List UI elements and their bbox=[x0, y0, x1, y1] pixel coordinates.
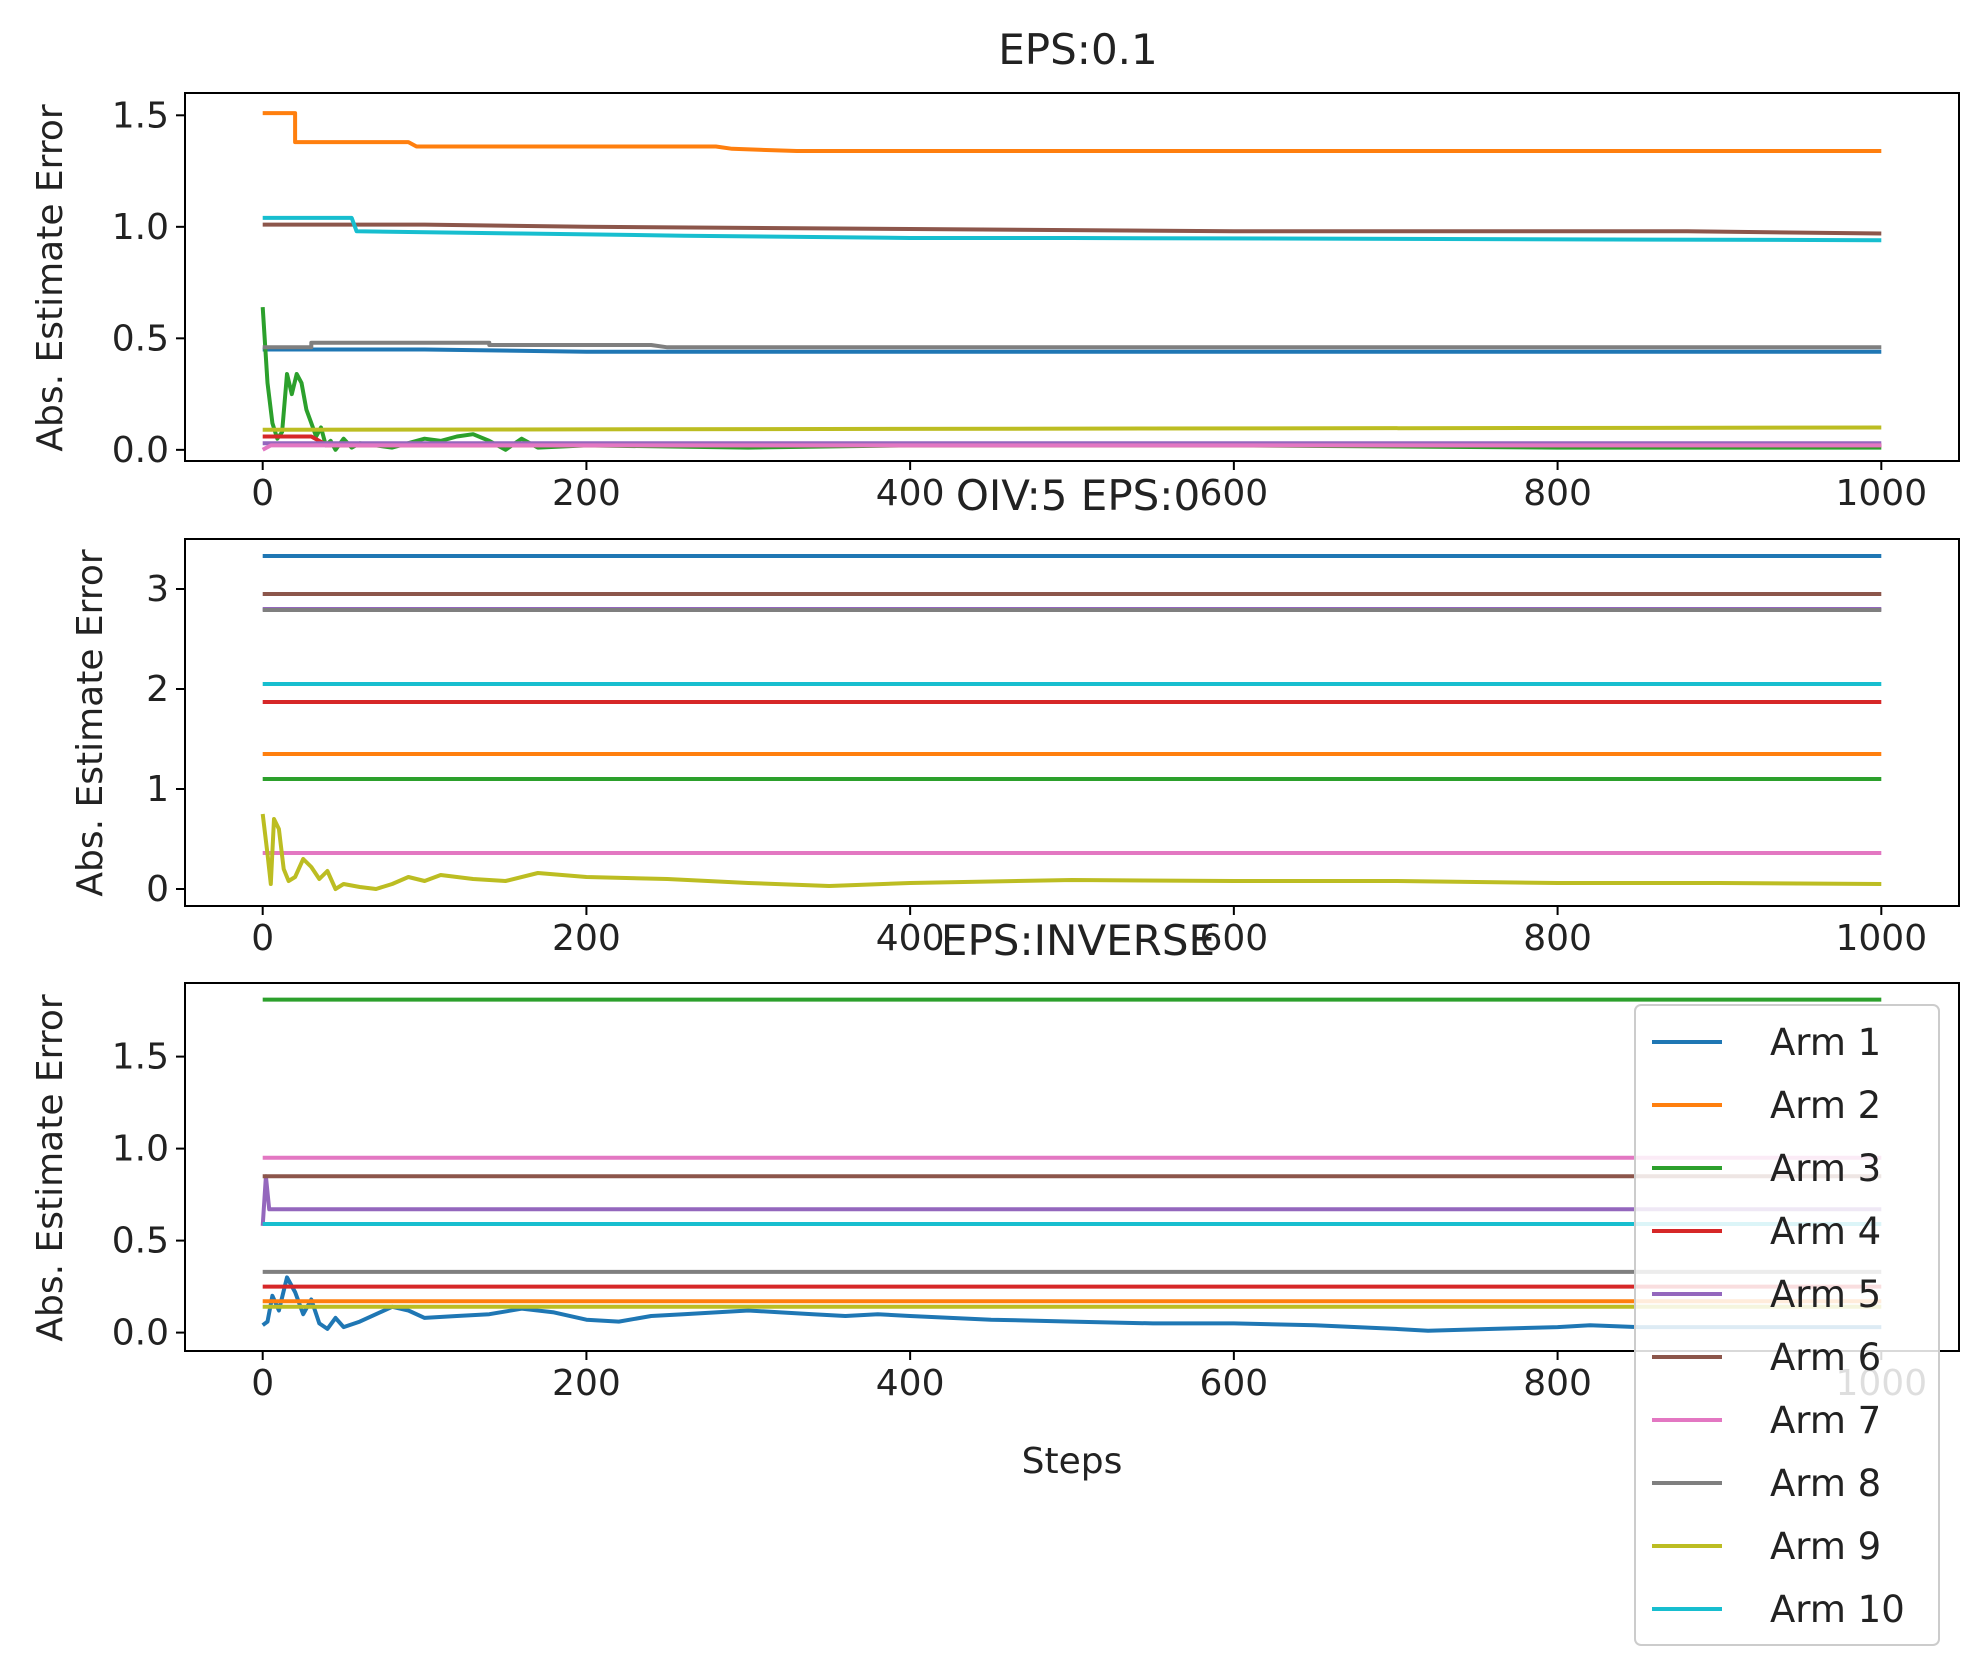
legend: Arm 1 Arm 2 Arm 3 Arm 4 Arm 5 Arm 6 Arm 7 Arm 8… bbox=[1634, 1004, 1940, 1646]
series-group bbox=[260, 111, 1882, 452]
legend-entry: Arm 9 bbox=[1652, 1525, 1881, 1568]
x-tick-label: 1000 bbox=[1835, 918, 1927, 959]
legend-label: Arm 1 bbox=[1770, 1021, 1881, 1064]
legend-entry: Arm 6 bbox=[1652, 1336, 1881, 1379]
y-tick-label: 0 bbox=[146, 869, 169, 910]
series-line-arm-9 bbox=[262, 425, 1882, 432]
series-line-arm-8 bbox=[262, 340, 1882, 350]
subplot-title: EPS:INVERSE bbox=[941, 916, 1215, 965]
x-tick-label: 800 bbox=[1523, 918, 1592, 959]
axes-frame bbox=[184, 982, 1960, 1352]
legend-label: Arm 3 bbox=[1770, 1147, 1881, 1190]
legend-label: Arm 8 bbox=[1770, 1462, 1881, 1505]
legend-entry: Arm 8 bbox=[1652, 1462, 1881, 1505]
x-tick-label: 600 bbox=[1200, 1363, 1269, 1404]
x-tick-label: 400 bbox=[876, 473, 945, 514]
y-tick-label: 1 bbox=[146, 769, 169, 810]
legend-entry: Arm 4 bbox=[1652, 1210, 1881, 1253]
series-group bbox=[260, 554, 1882, 891]
series-line-arm-7 bbox=[261, 443, 1882, 452]
x-tick-label: 600 bbox=[1200, 473, 1269, 514]
series-line-arm-9 bbox=[260, 813, 1882, 891]
x-tick-label: 200 bbox=[552, 918, 621, 959]
legend-label: Arm 2 bbox=[1770, 1084, 1881, 1127]
x-tick-label: 600 bbox=[1200, 918, 1269, 959]
subplot-eps-0-1: EPS:0.1 Abs. Estimate Error 0 200 400 600 80… bbox=[30, 25, 1960, 514]
x-axis-label: Steps bbox=[1022, 1441, 1123, 1482]
subplot-title: EPS:0.1 bbox=[998, 25, 1157, 74]
y-tick-label: 0.0 bbox=[112, 1313, 169, 1354]
series-line-arm-6 bbox=[262, 222, 1882, 236]
legend-entry: Arm 7 bbox=[1652, 1399, 1881, 1442]
y-tick-label: 3 bbox=[146, 569, 169, 610]
legend-entry: Arm 3 bbox=[1652, 1147, 1881, 1190]
y-axis-label: Abs. Estimate Error bbox=[70, 549, 111, 897]
x-tick-label: 400 bbox=[876, 918, 945, 959]
y-tick-label: 0.5 bbox=[112, 318, 169, 359]
legend-entry: Arm 2 bbox=[1652, 1084, 1881, 1127]
series-line-arm-10 bbox=[262, 215, 1882, 243]
x-tick-label: 0 bbox=[251, 473, 274, 514]
subplot-oiv-5-eps-0: OIV:5 EPS:0 Abs. Estimate Error 0 200 400 6… bbox=[70, 471, 1960, 959]
legend-label: Arm 7 bbox=[1770, 1399, 1881, 1442]
legend-label: Arm 10 bbox=[1770, 1588, 1905, 1631]
y-tick-label: 0.0 bbox=[112, 430, 169, 471]
x-tick-label: 200 bbox=[552, 473, 621, 514]
axes-frame bbox=[184, 92, 1960, 462]
subplot-title: OIV:5 EPS:0 bbox=[956, 471, 1200, 520]
x-tick-label: 0 bbox=[251, 1363, 274, 1404]
series-line-arm-2 bbox=[262, 111, 1882, 153]
series-group bbox=[260, 997, 1882, 1333]
series-line-arm-1 bbox=[262, 347, 1882, 354]
x-tick-label: 800 bbox=[1523, 473, 1592, 514]
y-axis-label: Abs. Estimate Error bbox=[30, 104, 71, 452]
x-tick-label: 0 bbox=[251, 918, 274, 959]
x-tick-label: 1000 bbox=[1835, 473, 1927, 514]
y-tick-label: 1.0 bbox=[112, 1129, 169, 1170]
x-tick-label: 200 bbox=[552, 1363, 621, 1404]
series-line-arm-5 bbox=[260, 1174, 1882, 1227]
y-tick-label: 0.5 bbox=[112, 1221, 169, 1262]
y-tick-label: 2 bbox=[146, 669, 169, 710]
legend-label: Arm 9 bbox=[1770, 1525, 1881, 1568]
legend-entry: Arm 10 bbox=[1652, 1588, 1905, 1631]
legend-label: Arm 6 bbox=[1770, 1336, 1881, 1379]
x-tick-label: 800 bbox=[1523, 1363, 1592, 1404]
plot-area bbox=[185, 93, 1959, 461]
x-tick-label: 400 bbox=[876, 1363, 945, 1404]
legend-label: Arm 5 bbox=[1770, 1273, 1881, 1316]
y-tick-label: 1.0 bbox=[112, 207, 169, 248]
legend-entry: Arm 5 bbox=[1652, 1273, 1881, 1316]
legend-label: Arm 4 bbox=[1770, 1210, 1881, 1253]
legend-entry: Arm 1 bbox=[1652, 1021, 1881, 1064]
axes-frame bbox=[184, 538, 1960, 907]
y-tick-label: 1.5 bbox=[112, 1037, 169, 1078]
y-axis-label: Abs. Estimate Error bbox=[30, 994, 71, 1342]
y-tick-label: 1.5 bbox=[112, 95, 169, 136]
plot-area bbox=[185, 539, 1959, 906]
